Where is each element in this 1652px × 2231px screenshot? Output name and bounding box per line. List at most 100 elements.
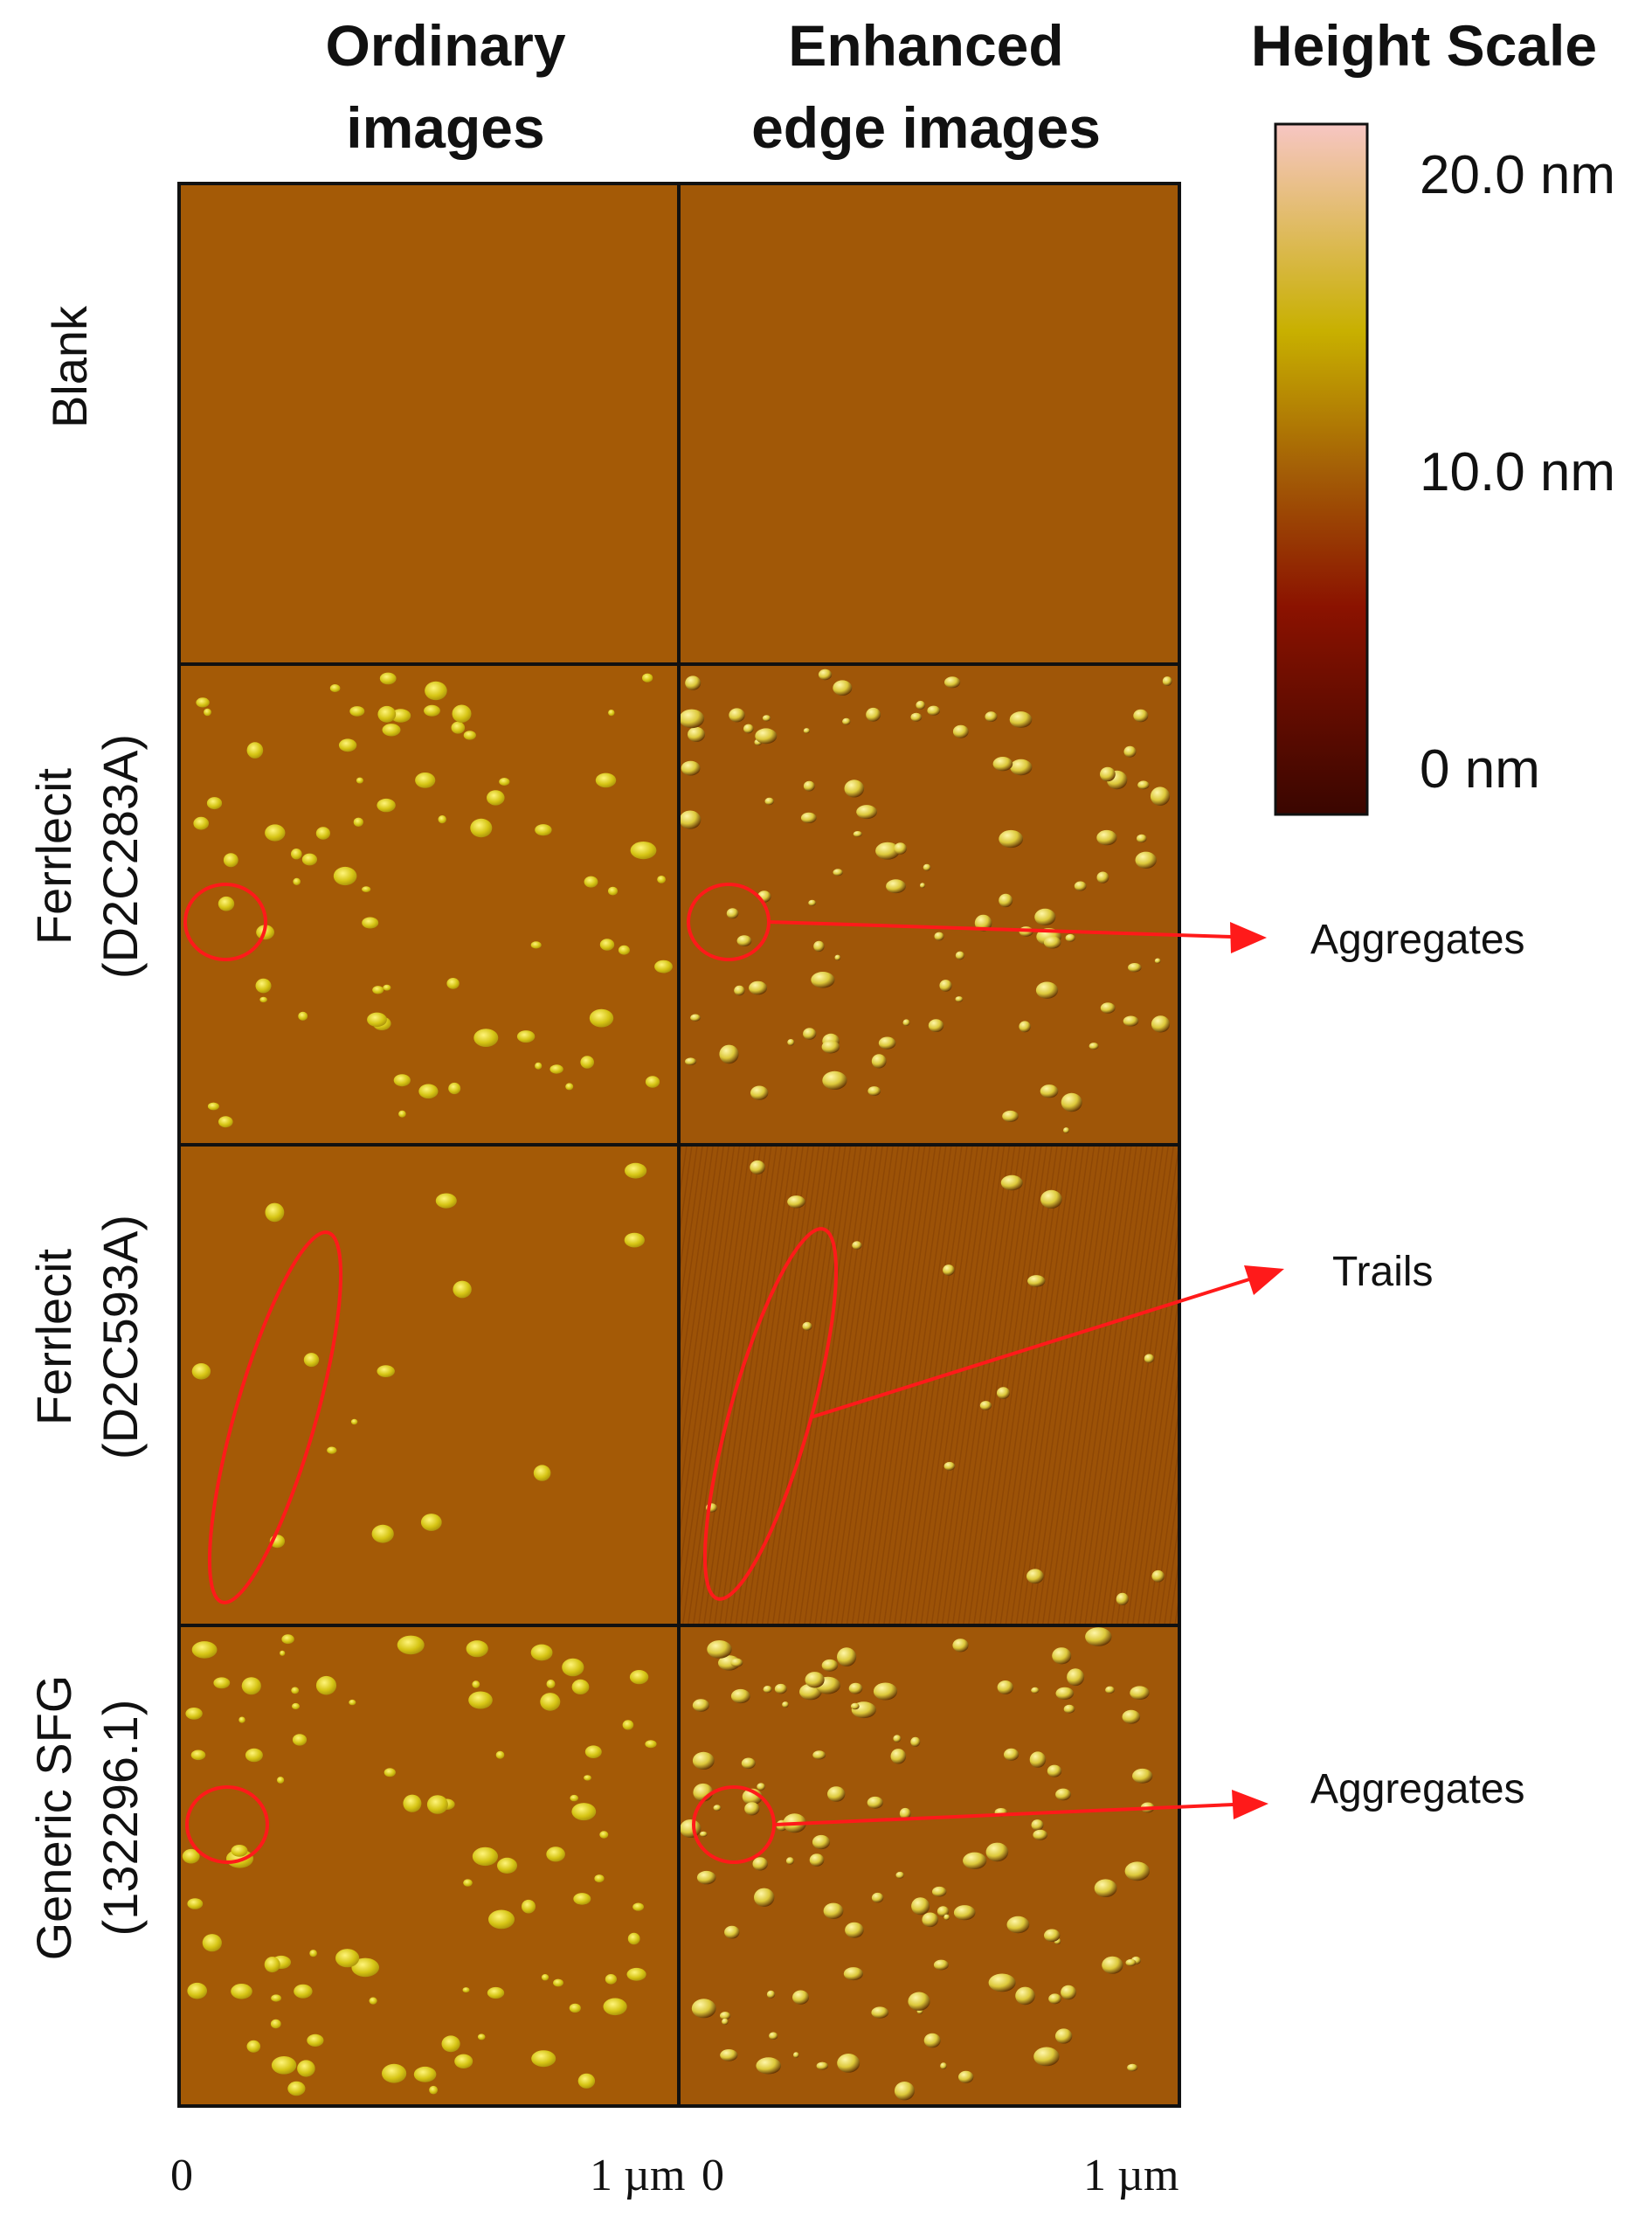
x-axis-right-end: 1 µm (1083, 2151, 1179, 2200)
particle-generic-enhanced (707, 1640, 732, 1659)
particle-ferrlecit1-enhanced (726, 908, 739, 919)
particle-ferrlecit2-ordinary (377, 1365, 395, 1377)
particle-generic-enhanced (1132, 1768, 1153, 1784)
particle-generic-enhanced (730, 1658, 743, 1667)
particle-ferrlecit1-ordinary (398, 1110, 406, 1118)
particle-generic-enhanced (837, 1647, 857, 1666)
particle-ferrlecit2-ordinary (327, 1446, 337, 1454)
particle-ferrlecit1-enhanced (1002, 1110, 1019, 1122)
particle-generic-enhanced (713, 1805, 722, 1812)
panel-borders (177, 182, 1181, 2108)
x-axis-left-end: 1 µm (590, 2151, 686, 2200)
particle-generic-enhanced (827, 1786, 846, 1802)
particle-ferrlecit2-enhanced (1040, 1189, 1062, 1209)
particle-ferrlecit1-enhanced (867, 1086, 881, 1096)
particle-generic-ordinary (426, 1795, 448, 1814)
particle-ferrlecit1-enhanced (1154, 958, 1161, 964)
particle-generic-ordinary (277, 1777, 285, 1784)
particle-ferrlecit1-enhanced (875, 842, 900, 860)
particle-generic-enhanced (908, 1992, 930, 2011)
particle-generic-enhanced (1130, 1686, 1150, 1700)
particle-ferrlecit1-ordinary (362, 886, 371, 892)
particle-ferrlecit1-enhanced (729, 708, 745, 723)
particle-generic-enhanced (867, 1796, 883, 1809)
particle-generic-enhanced (756, 2057, 781, 2075)
particle-ferrlecit1-ordinary (218, 896, 235, 911)
particle-generic-enhanced (911, 1897, 930, 1916)
particle-generic-enhanced (1061, 1985, 1076, 2000)
particle-generic-ordinary (571, 1803, 597, 1821)
particle-ferrlecit1-ordinary (206, 797, 223, 810)
particle-generic-enhanced (1031, 1819, 1044, 1831)
particle-ferrlecit1-enhanced (808, 899, 817, 906)
particle-generic-enhanced (793, 2052, 799, 2058)
scale-label-min: 0 nm (1420, 739, 1540, 800)
particle-ferrlecit1-enhanced (764, 797, 774, 806)
particle-ferrlecit1-ordinary (463, 731, 476, 740)
particle-generic-enhanced (754, 1888, 775, 1907)
particle-generic-enhanced (1033, 1829, 1047, 1840)
particle-ferrlecit1-ordinary (382, 724, 401, 737)
particle-ferrlecit1-enhanced (685, 676, 702, 690)
particle-ferrlecit1-ordinary (349, 706, 365, 717)
particle-generic-ordinary (454, 2054, 473, 2068)
particle-generic-ordinary (270, 2019, 281, 2029)
particle-generic-enhanced (722, 2018, 729, 2026)
arrowhead-aggregates-top (1230, 922, 1267, 953)
particle-generic-enhanced (953, 1905, 976, 1921)
particle-generic-enhanced (823, 1902, 844, 1919)
particle-generic-enhanced (1054, 2028, 1073, 2044)
particle-generic-enhanced (769, 2032, 778, 2040)
particle-ferrlecit1-enhanced (886, 879, 906, 894)
particle-ferrlecit1-enhanced (955, 951, 964, 960)
panel-ferrlecit2-ordinary (179, 1145, 679, 1625)
particle-ferrlecit1-ordinary (293, 877, 301, 886)
particle-generic-enhanced (1044, 1929, 1061, 1943)
particle-generic-ordinary (413, 2066, 437, 2082)
scale-label-max: 20.0 nm (1420, 145, 1616, 205)
particle-ferrlecit1-enhanced (690, 1014, 701, 1022)
particle-generic-enhanced (940, 2062, 947, 2069)
particle-ferrlecit1-ordinary (362, 917, 379, 929)
particle-ferrlecit1-enhanced (1061, 1092, 1082, 1112)
particle-ferrlecit1-ordinary (207, 1102, 219, 1111)
particle-generic-enhanced (837, 2054, 861, 2073)
particle-generic-enhanced (1055, 1788, 1071, 1801)
particle-generic-ordinary (287, 2081, 306, 2096)
particle-generic-ordinary (599, 1831, 609, 1839)
particle-generic-enhanced (1015, 1986, 1035, 2006)
particle-generic-ordinary (477, 2034, 486, 2040)
particle-ferrlecit1-enhanced (1034, 908, 1056, 925)
particle-generic-ordinary (292, 1702, 300, 1710)
particle-generic-enhanced (816, 2061, 828, 2070)
particle-ferrlecit1-enhanced (803, 728, 811, 734)
particle-ferrlecit1-enhanced (934, 932, 944, 941)
particle-ferrlecit1-ordinary (204, 708, 211, 717)
particle-generic-enhanced (805, 1672, 825, 1688)
particle-generic-enhanced (744, 1802, 760, 1816)
particle-ferrlecit1-enhanced (923, 863, 931, 871)
particle-ferrlecit1-ordinary (301, 853, 317, 866)
particle-generic-ordinary (627, 1932, 640, 1945)
column-header-ordinary: Ordinary images (325, 13, 566, 160)
particle-generic-ordinary (472, 1846, 499, 1867)
particle-generic-enhanced (997, 1680, 1014, 1694)
particle-ferrlecit1-enhanced (844, 779, 865, 798)
particle-ferrlecit1-enhanced (1100, 1002, 1116, 1014)
particle-generic-enhanced (1085, 1627, 1112, 1646)
particle-generic-enhanced (1102, 1956, 1123, 1974)
particle-ferrlecit1-enhanced (1100, 766, 1116, 782)
particle-generic-ordinary (622, 1720, 634, 1730)
particle-generic-enhanced (1048, 1993, 1061, 2005)
particle-generic-ordinary (382, 2063, 407, 2083)
particle-ferrlecit1-ordinary (218, 1116, 233, 1128)
particle-ferrlecit1-enhanced (1035, 981, 1059, 999)
particle-generic-ordinary (462, 1987, 470, 1993)
particle-generic-ordinary (202, 1934, 222, 1952)
particle-ferrlecit1-enhanced (734, 985, 745, 996)
particle-ferrlecit2-enhanced (852, 1241, 862, 1250)
particle-ferrlecit1-ordinary (391, 709, 411, 723)
particle-generic-enhanced (933, 1959, 949, 1971)
particle-generic-ordinary (307, 2034, 324, 2047)
particle-generic-ordinary (213, 1677, 231, 1689)
